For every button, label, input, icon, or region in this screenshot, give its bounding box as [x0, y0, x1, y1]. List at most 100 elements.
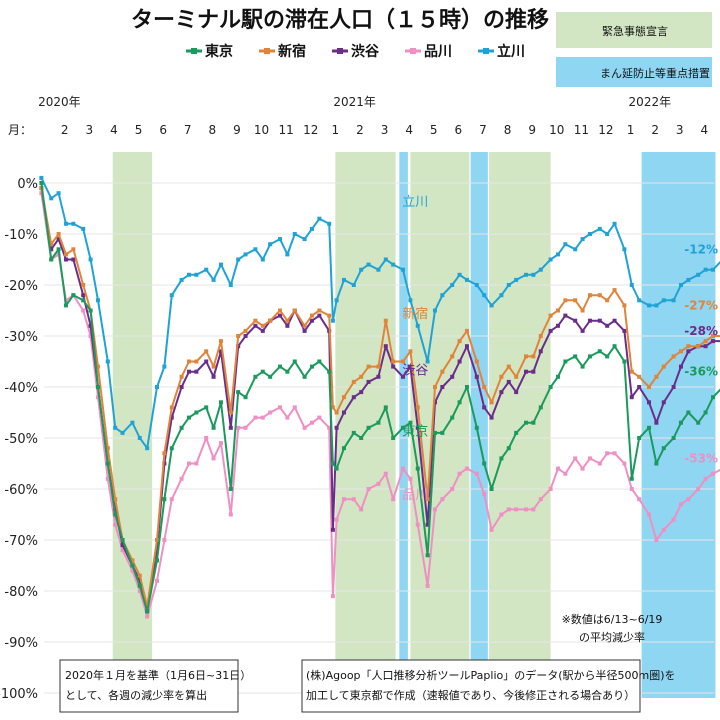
- data-point: [489, 487, 494, 491]
- data-point: [489, 527, 494, 532]
- data-point: [647, 512, 651, 517]
- notes: ※数値は6/13~6/19 の平均減少率 2020年１月を基準（1月6日~31日） と…: [59, 613, 676, 713]
- year-label: 2022年: [629, 95, 672, 109]
- data-point: [334, 517, 339, 522]
- data-point: [499, 456, 504, 461]
- x-tick-label: 8: [209, 123, 217, 137]
- data-point: [359, 507, 364, 512]
- data-point: [647, 385, 651, 389]
- data-point: [482, 461, 487, 466]
- data-point: [587, 354, 592, 359]
- x-tick-label: 7: [184, 123, 192, 137]
- data-point: [302, 323, 307, 328]
- data-point: [612, 318, 617, 323]
- data-point: [661, 364, 666, 369]
- data-point: [49, 196, 54, 201]
- y-tick-label: -40%: [4, 381, 38, 396]
- baseline-note: として、各週の減少率を算出: [65, 688, 207, 702]
- data-point: [204, 436, 209, 440]
- legend-label: 東京: [205, 43, 233, 60]
- data-point: [145, 604, 150, 609]
- data-point: [391, 262, 396, 267]
- legend-marker: [191, 48, 197, 54]
- data-point: [703, 344, 708, 349]
- data-point: [169, 446, 174, 451]
- data-point: [285, 415, 290, 420]
- data-point: [482, 385, 487, 389]
- data-point: [432, 385, 437, 389]
- data-point: [506, 507, 511, 512]
- data-point: [383, 344, 388, 349]
- data-point: [391, 364, 396, 369]
- data-point: [563, 471, 568, 476]
- data-point: [548, 385, 553, 389]
- data-point: [260, 415, 265, 420]
- end-labels: -36% -27% -28% -53% -12%: [684, 242, 718, 465]
- data-point: [391, 497, 396, 502]
- data-point: [327, 425, 332, 430]
- data-point: [243, 334, 248, 338]
- data-point: [548, 328, 553, 333]
- data-point: [130, 558, 135, 563]
- data-point: [88, 323, 93, 328]
- data-point: [383, 405, 388, 410]
- data-point: [661, 298, 666, 303]
- data-point: [218, 262, 223, 267]
- data-point: [351, 379, 356, 384]
- data-point: [317, 216, 322, 221]
- data-point: [204, 349, 209, 354]
- data-point: [482, 293, 487, 298]
- period-band: [489, 152, 551, 698]
- data-point: [169, 497, 174, 502]
- data-point: [253, 318, 258, 323]
- data-point: [228, 410, 233, 415]
- data-point: [457, 272, 462, 277]
- data-point: [605, 451, 610, 456]
- series-lines: [39, 175, 720, 619]
- data-point: [401, 425, 405, 430]
- data-point: [415, 425, 420, 430]
- data-point: [474, 374, 479, 379]
- data-point: [563, 359, 568, 364]
- baseline-note-box: [59, 659, 239, 713]
- data-point: [211, 374, 216, 379]
- data-point: [450, 415, 455, 420]
- data-point: [538, 267, 543, 272]
- data-point: [425, 553, 430, 558]
- data-point: [334, 298, 339, 303]
- average-note: の平均減少率: [579, 630, 645, 644]
- series-label: 東京: [402, 423, 428, 439]
- data-point: [194, 369, 199, 374]
- data-point: [710, 339, 715, 344]
- year-label: 2020年: [38, 95, 81, 109]
- data-point: [612, 451, 617, 456]
- y-tick-label: 0%: [17, 177, 38, 192]
- data-point: [285, 369, 290, 374]
- data-point: [425, 359, 430, 364]
- data-point: [678, 283, 683, 287]
- data-point: [285, 323, 290, 328]
- data-point: [605, 298, 610, 303]
- data-point: [186, 359, 191, 364]
- data-point: [587, 293, 592, 298]
- data-point: [120, 430, 125, 435]
- x-tick-label: 3: [676, 123, 684, 137]
- end-value-label: -53%: [684, 451, 718, 465]
- data-point: [637, 298, 642, 303]
- data-point: [654, 461, 659, 466]
- data-point: [56, 232, 61, 236]
- y-tick-label: -10%: [4, 228, 38, 243]
- data-point: [81, 298, 86, 303]
- data-point: [612, 288, 617, 293]
- data-point: [95, 298, 100, 303]
- data-point: [194, 461, 199, 466]
- data-point: [334, 466, 339, 471]
- data-point: [629, 283, 634, 287]
- data-point: [499, 374, 504, 379]
- data-point: [538, 334, 543, 338]
- data-point: [587, 232, 592, 236]
- data-point: [351, 430, 356, 435]
- data-point: [120, 543, 125, 548]
- data-point: [366, 364, 371, 369]
- data-point: [531, 369, 536, 374]
